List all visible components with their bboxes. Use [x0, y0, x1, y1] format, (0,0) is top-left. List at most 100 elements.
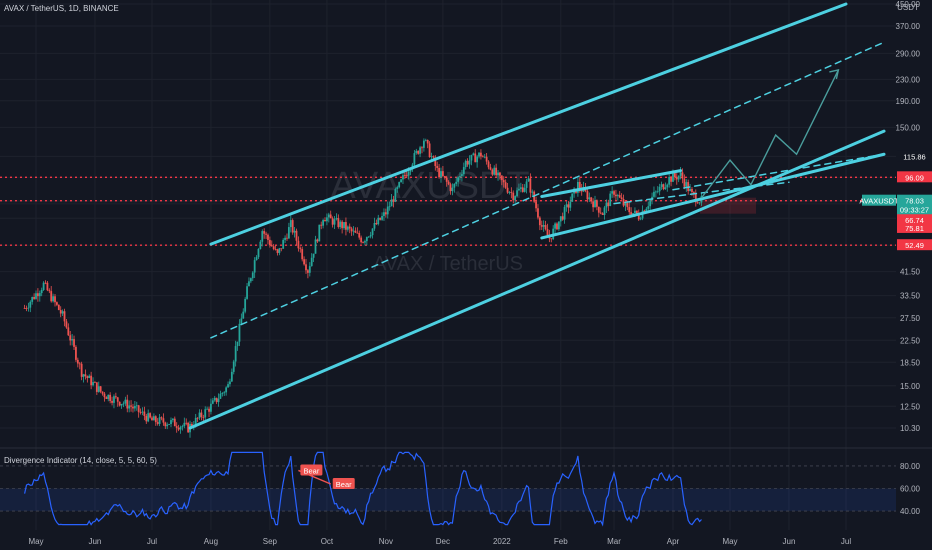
trend-line[interactable] [540, 152, 886, 240]
candle-body [436, 166, 439, 168]
candle-body [346, 226, 349, 230]
candle-body [696, 202, 699, 204]
price-tick-label: 450.00 [896, 0, 921, 9]
candle-body [305, 264, 307, 271]
candle-body [540, 225, 543, 227]
candle-body [185, 422, 188, 424]
candle-body [373, 223, 376, 229]
candle-body [352, 230, 355, 232]
candle-body [314, 239, 317, 254]
candle-body [229, 381, 231, 385]
trend-line[interactable] [672, 153, 885, 191]
candle-body [474, 153, 477, 163]
candle-body [103, 393, 106, 398]
candle-body [417, 150, 420, 154]
candle-body [307, 270, 309, 273]
candle-body [481, 156, 484, 158]
position-box [700, 197, 756, 214]
trend-line[interactable] [210, 41, 885, 339]
price-tick-label: 10.30 [900, 424, 921, 433]
price-tick-label: 290.00 [896, 49, 921, 58]
indicator-label[interactable]: Divergence Indicator (14, close, 5, 5, 6… [4, 456, 157, 465]
candle-body [54, 296, 56, 303]
candle-body [130, 405, 132, 407]
candle-body [445, 177, 448, 182]
candle-body [694, 193, 697, 203]
candle-body [133, 406, 136, 409]
candle-body [679, 172, 682, 176]
candle-body [219, 393, 222, 399]
candle-body [272, 246, 275, 250]
candle-body [236, 341, 239, 347]
candle-body [291, 220, 294, 233]
candle-body [472, 153, 475, 155]
candle-body [480, 152, 482, 157]
price-axis[interactable]: 10.30 12.50 15.00 18.50 22.50 27.50 33.50 41.50… [859, 0, 932, 433]
time-axis[interactable]: May Jun Jul Aug Sep Oct Nov Dec 2022 Feb Mar Apr May… [28, 537, 851, 546]
candle-body [217, 398, 220, 403]
candle-body [56, 302, 58, 305]
trend-lines[interactable] [188, 2, 886, 430]
symbol-header[interactable]: AVAX / TetherUS, 1D, BINANCE [4, 4, 119, 13]
candle-body [523, 187, 526, 192]
candle-body [191, 423, 193, 427]
trend-line[interactable] [613, 181, 790, 205]
candle-body [603, 207, 606, 215]
candle-body [535, 201, 537, 209]
candle-body [80, 363, 83, 377]
candle-body [151, 417, 153, 421]
candle-body [75, 346, 77, 360]
candle-body [29, 301, 32, 308]
candle-body [381, 216, 383, 220]
candle-body [147, 413, 150, 422]
candle-body [227, 384, 229, 388]
time-tick-label: Apr [667, 537, 680, 546]
oscillator-line [24, 451, 702, 527]
projection-line[interactable] [700, 69, 840, 199]
candle-body [407, 171, 410, 176]
candle-body [673, 173, 676, 178]
candle-body [88, 375, 91, 379]
candle-body [238, 323, 241, 342]
candle-body [170, 420, 172, 425]
candle-body [658, 186, 661, 192]
candle-body [86, 376, 89, 379]
candle-body [565, 204, 568, 207]
candle-body [230, 371, 233, 382]
candle-body [626, 203, 629, 208]
price-tick-label: 18.50 [900, 358, 921, 367]
candle-body [152, 416, 155, 421]
candle-body [31, 296, 34, 302]
candle-body [662, 184, 665, 190]
candle-body [379, 217, 382, 220]
candle-body [653, 191, 655, 197]
candle-body [194, 417, 197, 427]
trend-line[interactable] [209, 2, 848, 246]
price-tick-label: 230.00 [896, 75, 921, 84]
price-tick-label: 27.50 [900, 314, 921, 323]
candle-body [487, 161, 490, 168]
candle-body [37, 293, 39, 297]
candle-body [198, 412, 201, 419]
candle-body [403, 175, 406, 176]
candle-body [46, 282, 49, 291]
time-tick-label: Jul [841, 537, 851, 546]
price-tag-box [897, 194, 932, 206]
candle-body [670, 176, 672, 182]
projection-path[interactable] [700, 69, 840, 199]
price-tick-label: 33.50 [900, 292, 921, 301]
candle-body [52, 296, 55, 302]
trend-line[interactable] [540, 169, 683, 198]
candle-body [135, 405, 138, 407]
candle-body [249, 278, 252, 282]
candle-body [143, 411, 146, 416]
candle-body [550, 238, 553, 240]
candle-body [622, 199, 625, 206]
time-tick-label: May [722, 537, 737, 546]
bear-tag-label: Bear [303, 466, 319, 475]
candle-body [504, 182, 507, 188]
trend-line[interactable] [188, 129, 886, 430]
candle-body [69, 335, 72, 341]
candle-body [668, 176, 671, 185]
